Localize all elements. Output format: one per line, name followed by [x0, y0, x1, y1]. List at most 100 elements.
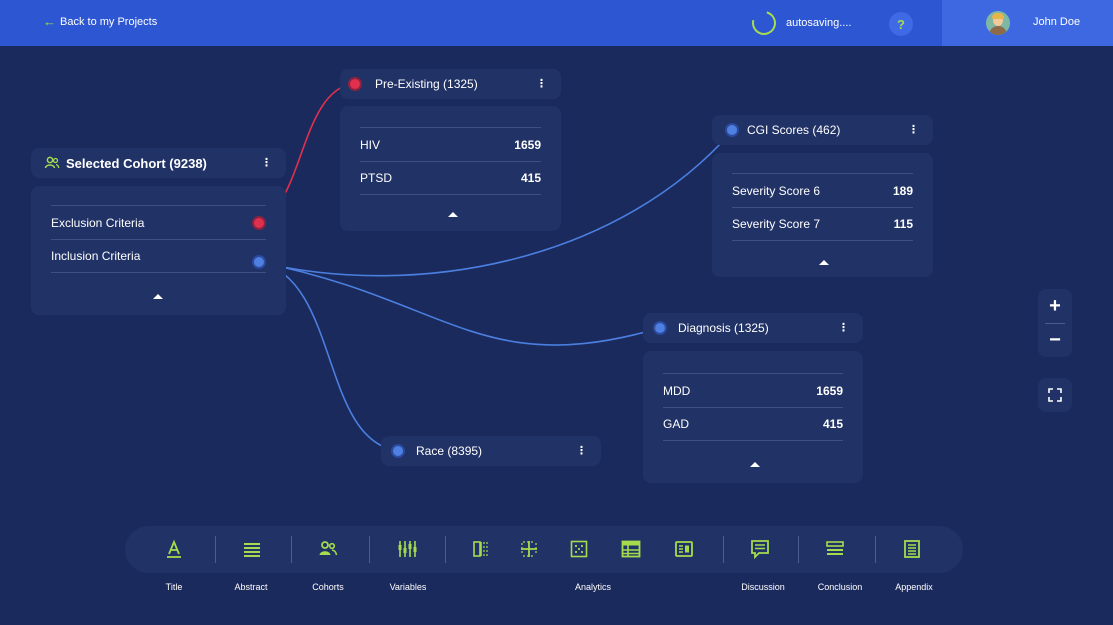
pre-existing-title: Pre-Existing (1325) [375, 77, 478, 91]
row-label: Severity Score 7 [732, 217, 821, 231]
data-table-icon[interactable] [674, 539, 694, 559]
selected-cohort-rows: Exclusion Criteria Inclusion Criteria [51, 205, 266, 273]
diagnosis-title: Diagnosis (1325) [678, 321, 769, 335]
table-row[interactable]: Severity Score 7 115 [732, 207, 913, 241]
zoom-controls: + − [1038, 289, 1072, 357]
arrow-left-icon: ← [43, 14, 56, 29]
link-inclusion-to-cgi-scores [258, 129, 734, 277]
document-icon[interactable] [902, 539, 922, 559]
table-row[interactable]: GAD 415 [663, 407, 843, 441]
bars-icon[interactable] [825, 539, 845, 559]
selected-cohort-title: Selected Cohort (9238) [66, 156, 207, 171]
fit-to-screen-button[interactable] [1038, 378, 1072, 412]
cgi-scores-body: Severity Score 6 189 Severity Score 7 115 [712, 153, 933, 277]
help-button[interactable]: ? [889, 12, 913, 36]
toolbar-label-conclusion: Conclusion [817, 582, 863, 592]
toolbar-separator [875, 536, 876, 563]
row-value: 1659 [514, 137, 541, 152]
collapse-caret-icon[interactable] [153, 294, 163, 299]
diagnosis-menu-button[interactable]: ⋮ [838, 322, 849, 334]
table-row[interactable]: MDD 1659 [663, 373, 843, 407]
row-label: HIV [360, 137, 381, 152]
diagnosis-input-port[interactable] [655, 323, 665, 333]
row-value: 1659 [816, 383, 843, 398]
race-header[interactable]: Race (8395) ⋮ [381, 436, 601, 466]
fullscreen-icon [1048, 388, 1062, 402]
cgi-scores-menu-button[interactable]: ⋮ [908, 124, 919, 136]
toolbar-label-cohorts: Cohorts [312, 582, 344, 592]
autosave-text: autosaving.... [786, 17, 852, 29]
lines-icon[interactable] [242, 539, 262, 559]
row-value: 189 [892, 183, 913, 198]
back-to-projects-link[interactable]: ← Back to my Projects [43, 15, 157, 28]
row-label: Severity Score 6 [732, 183, 821, 198]
criteria-label: Inclusion Criteria [51, 249, 141, 263]
bottom-toolbar [125, 526, 963, 573]
toolbar-separator [291, 536, 292, 563]
toolbar-separator [723, 536, 724, 563]
toolbar-label-analytics: Analytics [574, 582, 611, 592]
toolbar-label-title: Title [165, 582, 183, 592]
criteria-row-exclusion[interactable]: Exclusion Criteria [51, 205, 266, 239]
criteria-label: Exclusion Criteria [51, 215, 145, 230]
dotted-grid-icon[interactable] [569, 539, 589, 559]
zoom-out-button[interactable]: − [1049, 328, 1061, 351]
row-label: MDD [663, 383, 691, 398]
autosave-status: autosaving.... [747, 6, 852, 40]
toolbar-separator [798, 536, 799, 563]
collapse-caret-icon[interactable] [819, 260, 829, 265]
cgi-scores-header[interactable]: CGI Scores (462) ⋮ [712, 115, 933, 145]
table-icon[interactable] [621, 539, 641, 559]
pre-existing-body: HIV 1659 PTSD 415 [340, 106, 561, 231]
split-column-icon[interactable] [471, 539, 491, 559]
toolbar-label-discussion: Discussion [741, 582, 785, 592]
race-input-port[interactable] [393, 446, 403, 456]
people-icon [44, 156, 60, 169]
avatar [986, 11, 1010, 35]
user-menu[interactable]: John Doe [942, 0, 1113, 46]
selected-cohort-menu-button[interactable]: ⋮ [261, 157, 272, 169]
row-value: 415 [520, 171, 541, 185]
diagnosis-body: MDD 1659 GAD 415 [643, 351, 863, 483]
zoom-in-button[interactable]: + [1049, 294, 1061, 317]
cgi-scores-rows: Severity Score 6 189 Severity Score 7 115 [732, 173, 913, 241]
crosshair-grid-icon[interactable] [519, 539, 539, 559]
top-bar: ← Back to my Projects autosaving.... ? J… [0, 0, 1113, 46]
toolbar-separator [369, 536, 370, 563]
pre-existing-rows: HIV 1659 PTSD 415 [360, 127, 541, 195]
diagnosis-rows: MDD 1659 GAD 415 [663, 373, 843, 441]
selected-cohort-body: Exclusion Criteria Inclusion Criteria [31, 186, 286, 315]
back-link-label: Back to my Projects [60, 15, 158, 28]
diagnosis-header[interactable]: Diagnosis (1325) ⋮ [643, 313, 863, 343]
collapse-caret-icon[interactable] [750, 462, 760, 467]
people-icon[interactable] [318, 539, 338, 559]
criteria-row-inclusion[interactable]: Inclusion Criteria [51, 239, 266, 273]
row-value: 415 [822, 417, 843, 431]
pre-existing-input-port[interactable] [350, 79, 360, 89]
selected-cohort-header[interactable]: Selected Cohort (9238) ⋮ [31, 148, 286, 178]
comment-icon[interactable] [750, 539, 770, 559]
pre-existing-header[interactable]: Pre-Existing (1325) ⋮ [340, 69, 561, 99]
collapse-caret-icon[interactable] [448, 212, 458, 217]
toolbar-separator [445, 536, 446, 563]
row-label: GAD [663, 417, 690, 431]
zoom-divider [1045, 323, 1065, 324]
race-menu-button[interactable]: ⋮ [576, 445, 587, 457]
toolbar-label-appendix: Appendix [895, 582, 933, 592]
table-row[interactable]: PTSD 415 [360, 161, 541, 195]
exclusion-output-port[interactable] [254, 218, 264, 228]
sliders-icon[interactable] [397, 539, 417, 559]
cgi-scores-title: CGI Scores (462) [747, 123, 841, 137]
cgi-scores-input-port[interactable] [727, 125, 737, 135]
user-name: John Doe [1033, 16, 1081, 28]
inclusion-output-port[interactable] [254, 257, 264, 267]
toolbar-separator [215, 536, 216, 563]
row-value: 115 [893, 217, 913, 231]
table-row[interactable]: Severity Score 6 189 [732, 173, 913, 207]
toolbar-label-abstract: Abstract [234, 582, 268, 592]
pre-existing-menu-button[interactable]: ⋮ [536, 78, 547, 90]
race-title: Race (8395) [416, 444, 483, 458]
table-row[interactable]: HIV 1659 [360, 127, 541, 161]
link-inclusion-to-diagnosis [258, 261, 661, 346]
text-format-icon[interactable] [164, 539, 184, 559]
